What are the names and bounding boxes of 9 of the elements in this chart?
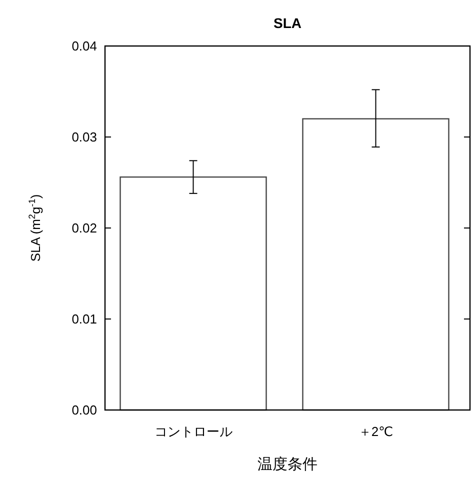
chart-title: SLA [274, 15, 302, 31]
y-tick-label: 0.00 [72, 402, 97, 418]
y-tick-label: 0.01 [72, 312, 97, 326]
y-tick-label: 0.02 [72, 220, 97, 236]
x-tick-label: ＋2℃ [358, 424, 394, 439]
y-tick-label: 0.03 [72, 130, 97, 144]
x-axis-title: 温度条件 [258, 456, 318, 473]
y-tick-label: 0.04 [72, 38, 97, 54]
x-tick-label: コントロール [154, 424, 232, 439]
